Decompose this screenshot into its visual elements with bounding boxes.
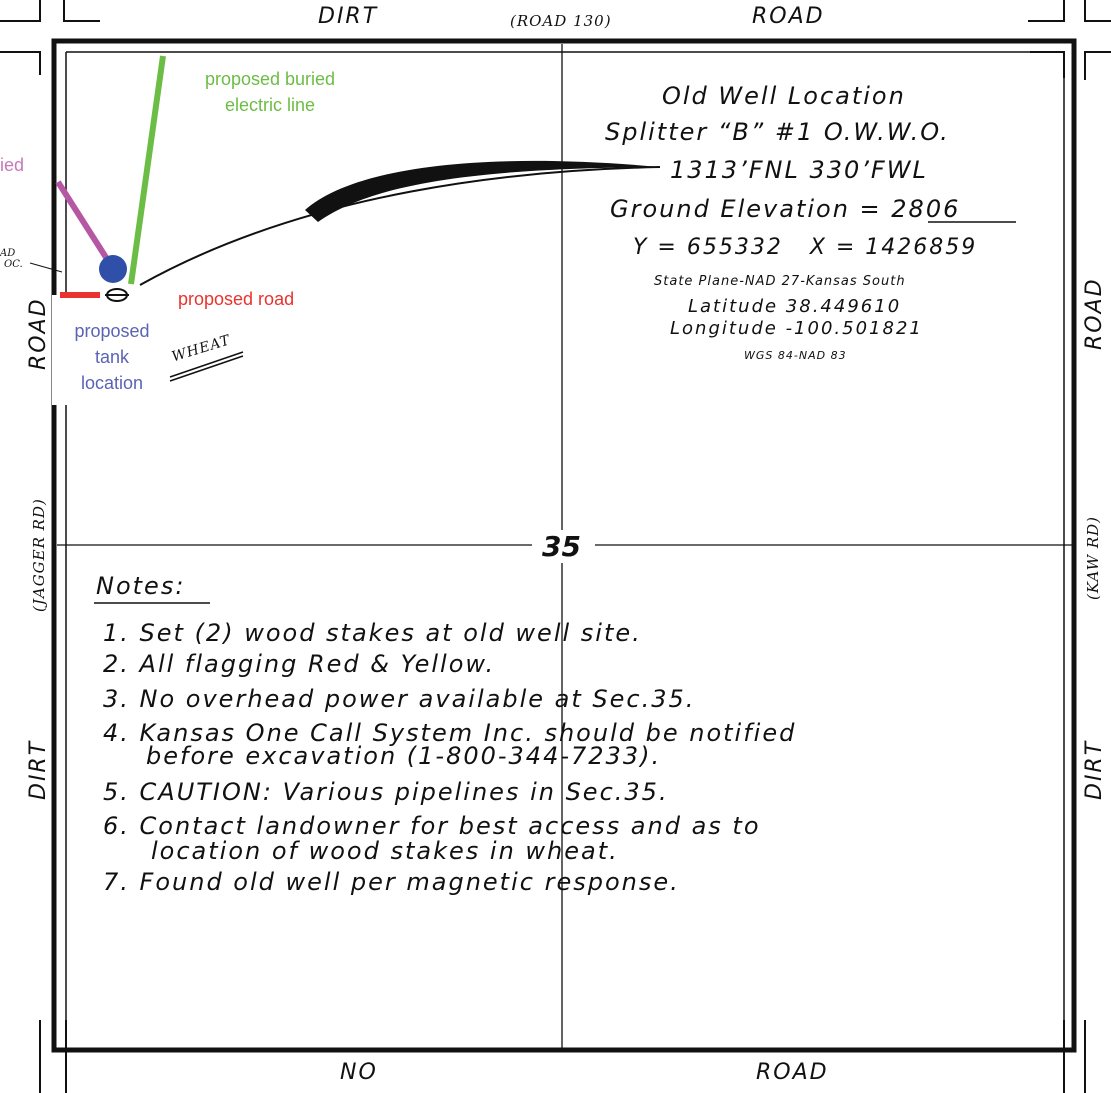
road-label-left-upper: ROAD — [26, 297, 51, 370]
road-label-bottom-left: NO — [340, 1060, 378, 1085]
road-label-left-lower: DIRT — [26, 739, 51, 800]
wheat-underline — [169, 351, 244, 382]
leader-arrow — [139, 166, 661, 286]
road-label-top-right: ROAD — [752, 4, 825, 29]
well-wgs: WGS 84-NAD 83 — [744, 349, 847, 362]
well-longitude: Longitude -100.501821 — [670, 318, 923, 339]
road-loc-label-1: AD — [0, 248, 16, 259]
section-boundary — [51, 38, 1077, 1053]
note-item: 7. Found old well per magnetic response. — [103, 868, 680, 896]
well-footage: 1313’FNL 330’FWL — [670, 156, 928, 184]
well-symbol-icon — [105, 288, 129, 302]
well-datum: State Plane-NAD 27-Kansas South — [654, 274, 906, 289]
tank-location-label: proposed tank location — [74, 321, 150, 393]
note-item: 2. All flagging Red & Yellow. — [103, 650, 496, 678]
electric-line-label: proposed buried electric line — [204, 69, 336, 115]
road-label-top-center: (ROAD 130) — [510, 12, 612, 30]
note-item: 4. Kansas One Call System Inc. should be… — [103, 719, 797, 747]
note-item: 5. CAUTION: Various pipelines in Sec.35. — [103, 778, 669, 806]
road-label-left-middle: (JAGGER RD) — [30, 498, 48, 612]
note-item: 3. No overhead power available at Sec.35… — [103, 685, 696, 713]
proposed-pipeline-line — [55, 180, 110, 261]
proposed-electric-line — [128, 55, 166, 285]
road-label-right-lower: DIRT — [1082, 739, 1107, 800]
proposed-tank-marker — [99, 255, 127, 283]
well-title: Old Well Location — [662, 82, 906, 110]
road-label-right-upper: ROAD — [1082, 277, 1107, 350]
note-item-continued: location of wood stakes in wheat. — [151, 837, 619, 865]
road-label-bottom-right: ROAD — [756, 1060, 829, 1085]
well-elevation: Ground Elevation = 2806 — [610, 195, 960, 223]
elevation-label: Ground Elevation = — [610, 195, 892, 223]
proposed-road-label: proposed road — [178, 289, 295, 309]
note-item-continued: before excavation (1-800-344-7233). — [146, 742, 662, 770]
section-number: 35 — [540, 530, 583, 563]
note-item: 1. Set (2) wood stakes at old well site. — [103, 619, 642, 647]
well-latitude: Latitude 38.449610 — [688, 296, 902, 317]
road-label-top-left: DIRT — [318, 4, 379, 29]
elevation-value: 2806 — [891, 195, 961, 223]
pipeline-label-partial: ied — [0, 155, 25, 175]
note-item: 6. Contact landowner for best access and… — [103, 812, 761, 840]
notes-heading: Notes: — [96, 572, 186, 600]
well-coordinates: Y = 655332 X = 1426859 — [633, 235, 978, 260]
well-name: Splitter “B” #1 O.W.W.O. — [605, 118, 950, 146]
road-loc-label-2: OC. — [4, 259, 23, 270]
road-label-right-middle: (KAW RD) — [1084, 515, 1102, 600]
